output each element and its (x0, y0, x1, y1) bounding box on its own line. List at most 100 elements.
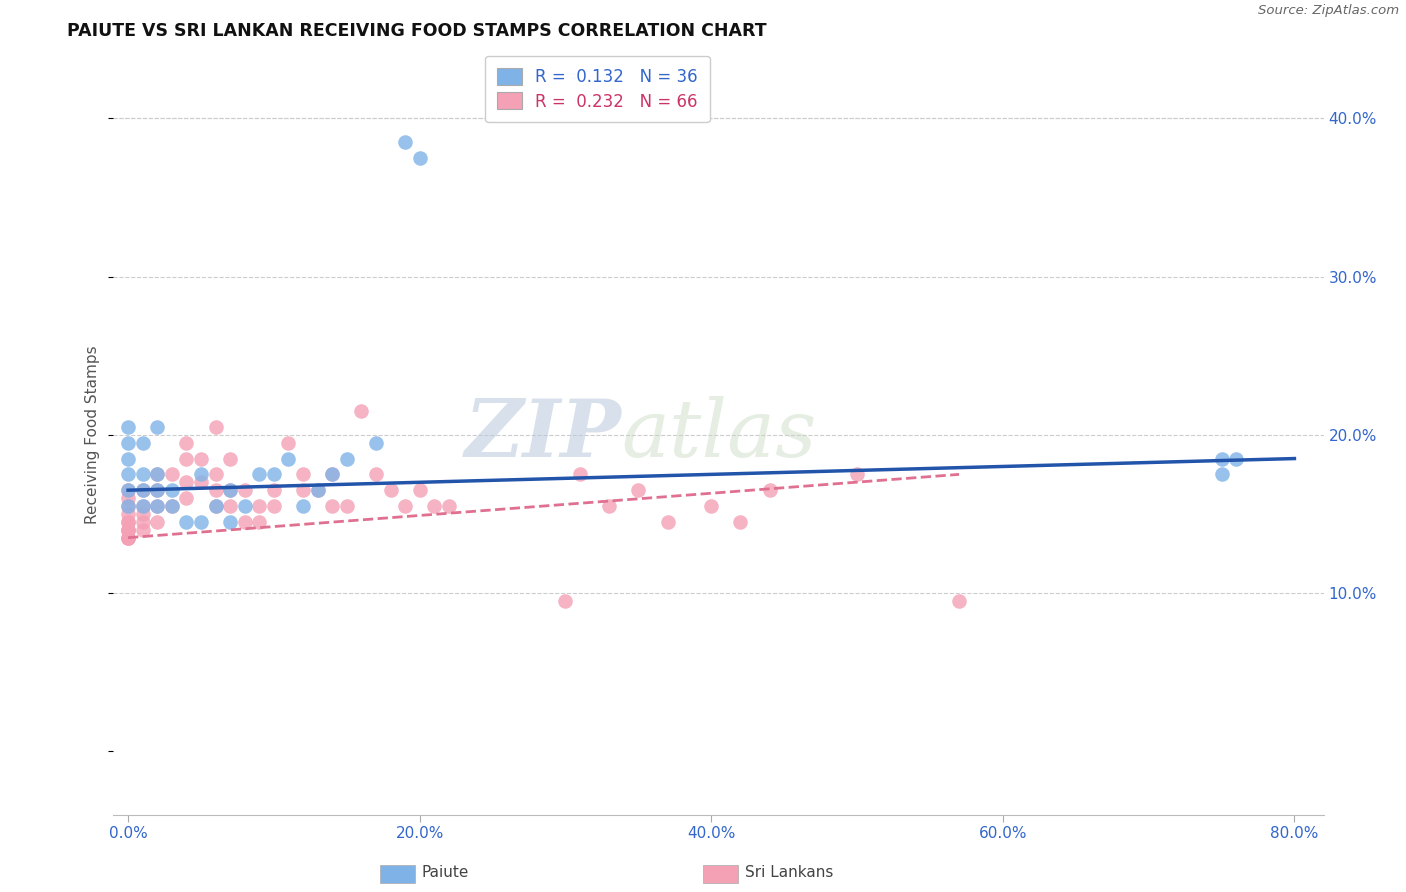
Point (131, 499, 153, 513)
Point (364, 435, 387, 450)
Point (204, 467, 226, 482)
Point (336, 451, 359, 466)
Text: Sri Lankans: Sri Lankans (745, 865, 834, 880)
Point (1211, 451, 1233, 466)
Point (117, 531, 139, 545)
Point (146, 483, 169, 498)
Point (160, 483, 183, 498)
Point (1225, 451, 1247, 466)
Point (117, 420, 139, 434)
Point (117, 483, 139, 498)
Point (131, 467, 153, 482)
Point (160, 467, 183, 482)
Point (846, 467, 869, 482)
Point (117, 451, 139, 466)
Point (204, 420, 226, 434)
Point (364, 467, 387, 482)
Point (117, 435, 139, 450)
Point (176, 435, 198, 450)
Point (233, 499, 256, 513)
Point (160, 499, 183, 513)
Point (146, 515, 169, 529)
Point (204, 499, 226, 513)
Point (758, 483, 780, 498)
Point (117, 515, 139, 529)
Point (190, 451, 212, 466)
Point (233, 515, 256, 529)
Point (117, 499, 139, 513)
Point (117, 491, 139, 505)
Point (336, 499, 359, 513)
Point (247, 499, 270, 513)
Point (627, 483, 650, 498)
Point (117, 531, 139, 545)
Point (146, 483, 169, 498)
Point (131, 483, 153, 498)
Point (219, 515, 242, 529)
Point (350, 404, 373, 418)
Point (176, 491, 198, 505)
Point (117, 499, 139, 513)
Point (423, 499, 446, 513)
Point (292, 467, 315, 482)
Point (117, 523, 139, 537)
Point (117, 523, 139, 537)
Point (190, 467, 212, 482)
Point (321, 467, 343, 482)
Point (160, 499, 183, 513)
Point (146, 499, 169, 513)
Point (117, 515, 139, 529)
Point (146, 499, 169, 513)
Point (437, 499, 460, 513)
Point (219, 451, 242, 466)
Text: Paiute: Paiute (422, 865, 470, 880)
Point (131, 499, 153, 513)
Text: Source: ZipAtlas.com: Source: ZipAtlas.com (1258, 4, 1399, 18)
Point (408, 151, 430, 165)
Point (263, 499, 285, 513)
Point (176, 515, 198, 529)
Point (190, 475, 212, 490)
Point (394, 499, 416, 513)
Point (176, 451, 198, 466)
Point (598, 499, 620, 513)
Point (394, 135, 416, 149)
Point (131, 523, 153, 537)
Point (117, 467, 139, 482)
Text: atlas: atlas (621, 396, 817, 474)
Point (146, 420, 169, 434)
Point (247, 515, 270, 529)
Point (263, 467, 285, 482)
Point (1211, 467, 1233, 482)
Point (204, 483, 226, 498)
Point (190, 515, 212, 529)
Point (219, 499, 242, 513)
Point (263, 483, 285, 498)
Point (292, 499, 315, 513)
Point (307, 483, 329, 498)
Point (131, 435, 153, 450)
Point (321, 499, 343, 513)
Point (117, 523, 139, 537)
Y-axis label: Receiving Food Stamps: Receiving Food Stamps (86, 345, 100, 524)
Legend: R =  0.132   N = 36, R =  0.232   N = 66: R = 0.132 N = 36, R = 0.232 N = 66 (485, 56, 710, 122)
Point (730, 515, 752, 529)
Point (657, 515, 679, 529)
Point (277, 435, 299, 450)
Point (117, 531, 139, 545)
Point (700, 499, 723, 513)
Point (131, 515, 153, 529)
Point (131, 507, 153, 521)
Point (117, 483, 139, 498)
Point (131, 483, 153, 498)
Point (117, 507, 139, 521)
Point (321, 467, 343, 482)
Text: PAIUTE VS SRI LANKAN RECEIVING FOOD STAMPS CORRELATION CHART: PAIUTE VS SRI LANKAN RECEIVING FOOD STAM… (67, 22, 768, 40)
Point (146, 467, 169, 482)
Point (569, 467, 592, 482)
Point (176, 475, 198, 490)
Text: ZIP: ZIP (465, 396, 621, 474)
Point (292, 483, 315, 498)
Point (247, 467, 270, 482)
Point (380, 483, 402, 498)
